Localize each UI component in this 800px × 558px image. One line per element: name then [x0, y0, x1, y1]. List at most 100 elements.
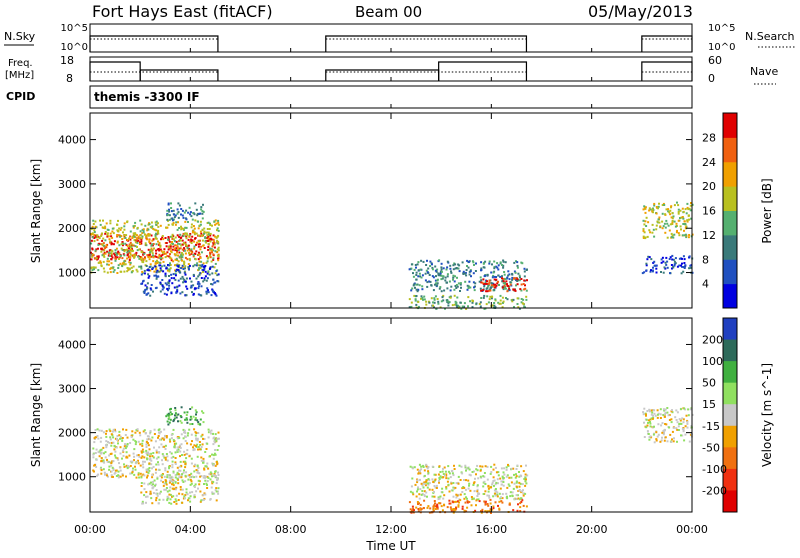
velocity-cell — [105, 444, 108, 447]
velocity-cell — [163, 482, 166, 485]
power-cell — [176, 249, 179, 252]
velocity-cell — [102, 468, 105, 471]
power-cell — [101, 254, 104, 257]
velocity-cell — [193, 465, 196, 468]
velocity-cell — [426, 467, 429, 470]
xaxis-label: Time UT — [365, 539, 416, 553]
velocity-cell — [147, 444, 150, 447]
power-cell — [165, 245, 168, 248]
velocity-cell — [142, 473, 145, 476]
velocity-ylabel: Slant Range [km] — [29, 363, 43, 467]
power-cell — [437, 300, 440, 303]
power-cell — [651, 208, 654, 211]
power-cell — [183, 211, 186, 214]
velocity-cell — [105, 440, 108, 443]
velocity-cell — [521, 483, 524, 486]
velocity-cell — [183, 453, 186, 456]
power-cell — [177, 247, 180, 250]
velocity-cell — [102, 446, 105, 449]
power-cell — [504, 287, 507, 290]
power-cell — [478, 280, 481, 283]
power-cell — [434, 265, 437, 268]
power-cell — [129, 238, 132, 241]
power-cell — [645, 269, 648, 272]
power-cell — [146, 229, 149, 232]
velocity-cell — [461, 487, 464, 490]
velocity-cell — [199, 423, 202, 426]
power-cell — [671, 217, 674, 220]
power-cell — [155, 243, 158, 246]
velocity-cell — [154, 484, 156, 487]
power-cell — [168, 247, 171, 250]
power-cell — [91, 254, 94, 257]
velocity-cell — [432, 509, 435, 512]
power-cell — [452, 278, 454, 281]
velocity-cell — [104, 473, 106, 476]
velocity-cell — [177, 420, 179, 423]
velocity-cell — [98, 455, 101, 458]
power-cell — [183, 260, 185, 263]
power-cell — [455, 267, 458, 269]
velocity-cell — [175, 494, 178, 497]
power-cell — [691, 203, 694, 206]
power-cell — [144, 288, 147, 291]
velocity-colorbar-tick: -100 — [702, 463, 727, 476]
velocity-cell — [143, 429, 146, 432]
power-cell — [102, 267, 105, 270]
velocity-cell — [519, 482, 522, 485]
velocity-cell — [211, 492, 214, 495]
velocity-cell — [451, 472, 454, 475]
velocity-cell — [421, 490, 424, 492]
velocity-cell — [166, 455, 169, 458]
power-cell — [215, 270, 218, 272]
power-cell — [155, 252, 158, 255]
power-cell — [672, 236, 675, 239]
velocity-cell — [518, 481, 521, 484]
velocity-cell — [152, 486, 155, 489]
power-cell — [456, 306, 459, 309]
velocity-cell — [680, 422, 683, 425]
velocity-cell — [140, 450, 143, 453]
velocity-cell — [475, 468, 478, 471]
power-cell — [516, 264, 519, 267]
velocity-cell — [515, 494, 518, 497]
power-cell — [179, 292, 182, 295]
power-cell — [520, 278, 523, 280]
power-cell — [449, 267, 452, 270]
velocity-cell — [216, 463, 219, 466]
velocity-cell — [117, 442, 119, 445]
velocity-cell — [217, 492, 220, 495]
velocity-cell — [130, 435, 133, 438]
velocity-cell — [170, 456, 173, 459]
power-cell — [511, 276, 514, 279]
power-cell — [197, 245, 200, 248]
velocity-cell — [196, 439, 199, 442]
velocity-cell — [420, 465, 423, 468]
power-cell — [513, 270, 516, 273]
power-cell — [187, 244, 190, 247]
velocity-cell — [522, 492, 525, 495]
velocity-cell — [136, 428, 139, 431]
velocity-cell — [468, 482, 471, 485]
velocity-cell — [203, 492, 206, 495]
power-cell — [672, 215, 675, 218]
velocity-cell — [179, 450, 182, 453]
power-cell — [199, 267, 202, 269]
velocity-cell — [501, 493, 504, 496]
velocity-cell — [683, 439, 686, 442]
velocity-cell — [155, 451, 158, 454]
power-cell — [144, 257, 147, 260]
power-cell — [187, 221, 189, 223]
power-cell — [479, 301, 482, 304]
velocity-colorbar-swatch — [723, 318, 737, 341]
velocity-cell — [206, 462, 209, 465]
power-cell — [687, 236, 690, 239]
velocity-cell — [210, 472, 213, 475]
power-cell — [129, 235, 132, 238]
velocity-colorbar-swatch — [723, 490, 737, 513]
velocity-cell — [195, 438, 198, 441]
power-cell — [123, 234, 126, 237]
velocity-cell — [140, 491, 143, 494]
velocity-cell — [453, 509, 456, 512]
